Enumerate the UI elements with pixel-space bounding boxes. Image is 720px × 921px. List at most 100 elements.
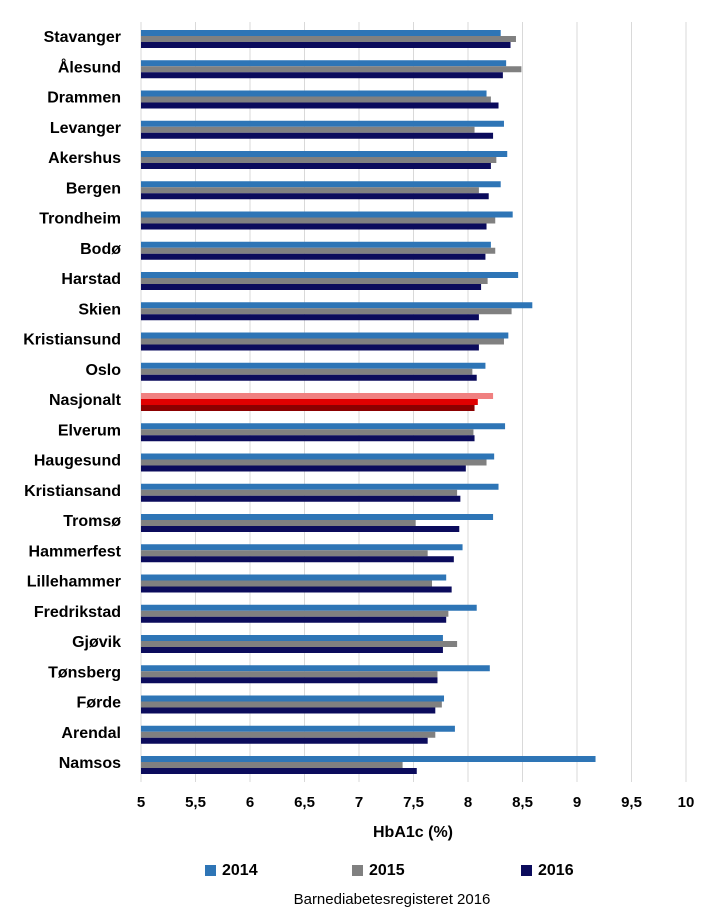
bar <box>141 247 496 254</box>
bar <box>141 308 512 315</box>
bar <box>141 253 486 260</box>
bar <box>141 574 447 581</box>
bar <box>141 495 461 502</box>
bar <box>141 737 428 744</box>
y-tick-label: Gjøvik <box>72 634 121 651</box>
bar <box>141 393 494 399</box>
y-tick-label: Akershus <box>48 150 121 167</box>
bar <box>141 483 499 490</box>
bar <box>141 707 436 714</box>
legend-swatch <box>352 865 363 876</box>
x-tick-label: 9,5 <box>621 794 642 811</box>
bar <box>141 42 511 48</box>
bar <box>141 671 438 678</box>
bar <box>141 120 504 127</box>
bar <box>141 556 454 563</box>
x-tick-label: 5,5 <box>185 794 206 811</box>
y-tick-label: Tromsø <box>63 513 121 530</box>
bar <box>141 187 479 194</box>
bar <box>141 30 501 36</box>
x-tick-label: 8,5 <box>512 794 533 811</box>
bar <box>141 453 495 460</box>
source: Barnediabetesregisteret 2016 <box>294 891 491 908</box>
bar <box>141 302 533 309</box>
y-tick-label: Stavanger <box>44 29 121 46</box>
bar <box>141 217 496 224</box>
bar <box>141 435 475 442</box>
bar <box>141 278 488 284</box>
bar <box>141 338 504 345</box>
y-tick-label: Bergen <box>66 180 121 197</box>
bar <box>141 616 447 623</box>
bar <box>141 604 477 611</box>
y-tick-label: Ålesund <box>58 57 121 76</box>
x-tick-label: 10 <box>678 794 695 811</box>
bar <box>141 157 497 163</box>
bar <box>141 96 491 103</box>
bar <box>141 731 436 738</box>
y-tick-label: Elverum <box>58 422 121 439</box>
y-tick-label: Lillehammer <box>27 574 121 591</box>
x-tick-label: 7 <box>355 794 363 811</box>
bar <box>141 126 475 133</box>
bar <box>141 550 428 557</box>
legend-label: 2016 <box>538 862 574 879</box>
bar <box>141 768 417 774</box>
y-tick-label: Tønsberg <box>48 664 121 681</box>
bar <box>141 725 455 732</box>
x-tick-label: 5 <box>137 794 145 811</box>
y-tick-label: Oslo <box>85 362 121 379</box>
y-tick-label: Skien <box>78 301 121 318</box>
bar <box>141 284 482 290</box>
bar <box>141 695 445 702</box>
y-tick-label: Fredrikstad <box>34 604 121 621</box>
bar <box>141 635 443 641</box>
legend-label: 2015 <box>369 862 405 879</box>
bar <box>141 520 416 526</box>
bar <box>141 762 403 768</box>
bar <box>141 665 490 672</box>
bar <box>141 459 487 466</box>
bar <box>141 332 509 339</box>
legend-swatch <box>205 865 216 876</box>
bar <box>141 151 508 157</box>
bar <box>141 647 443 653</box>
bar <box>141 314 479 321</box>
x-tick-label: 9 <box>573 794 581 811</box>
x-tick-label: 7,5 <box>403 794 424 811</box>
bar <box>141 211 513 218</box>
y-tick-label: Haugesund <box>34 453 121 470</box>
y-tick-label: Kristiansund <box>23 332 121 349</box>
bar <box>141 181 501 188</box>
bar <box>141 90 487 97</box>
y-tick-label: Trondheim <box>39 211 121 228</box>
bar <box>141 344 479 351</box>
bar <box>141 368 473 375</box>
bar <box>141 423 506 430</box>
bar <box>141 272 519 278</box>
bar <box>141 60 507 67</box>
bar <box>141 701 442 708</box>
bar <box>141 374 477 381</box>
bar <box>141 66 522 73</box>
bar <box>141 102 499 109</box>
bar <box>141 580 433 587</box>
bar <box>141 193 489 200</box>
y-tick-label: Førde <box>77 695 122 712</box>
bar <box>141 526 460 532</box>
bar <box>141 465 466 472</box>
y-tick-label: Hammerfest <box>29 543 122 560</box>
y-tick-label: Arendal <box>61 725 121 742</box>
y-tick-label: Levanger <box>50 120 121 137</box>
bar <box>141 241 491 248</box>
bar <box>141 36 516 42</box>
x-axis-title: HbA1c (%) <box>373 824 453 841</box>
y-tick-label: Drammen <box>47 90 121 107</box>
y-tick-label: Namsos <box>59 755 121 772</box>
legend-label: 2014 <box>222 862 258 879</box>
bar <box>141 586 452 593</box>
bar <box>141 72 503 79</box>
y-tick-label: Bodø <box>80 241 121 258</box>
y-tick-label: Nasjonalt <box>49 392 122 409</box>
